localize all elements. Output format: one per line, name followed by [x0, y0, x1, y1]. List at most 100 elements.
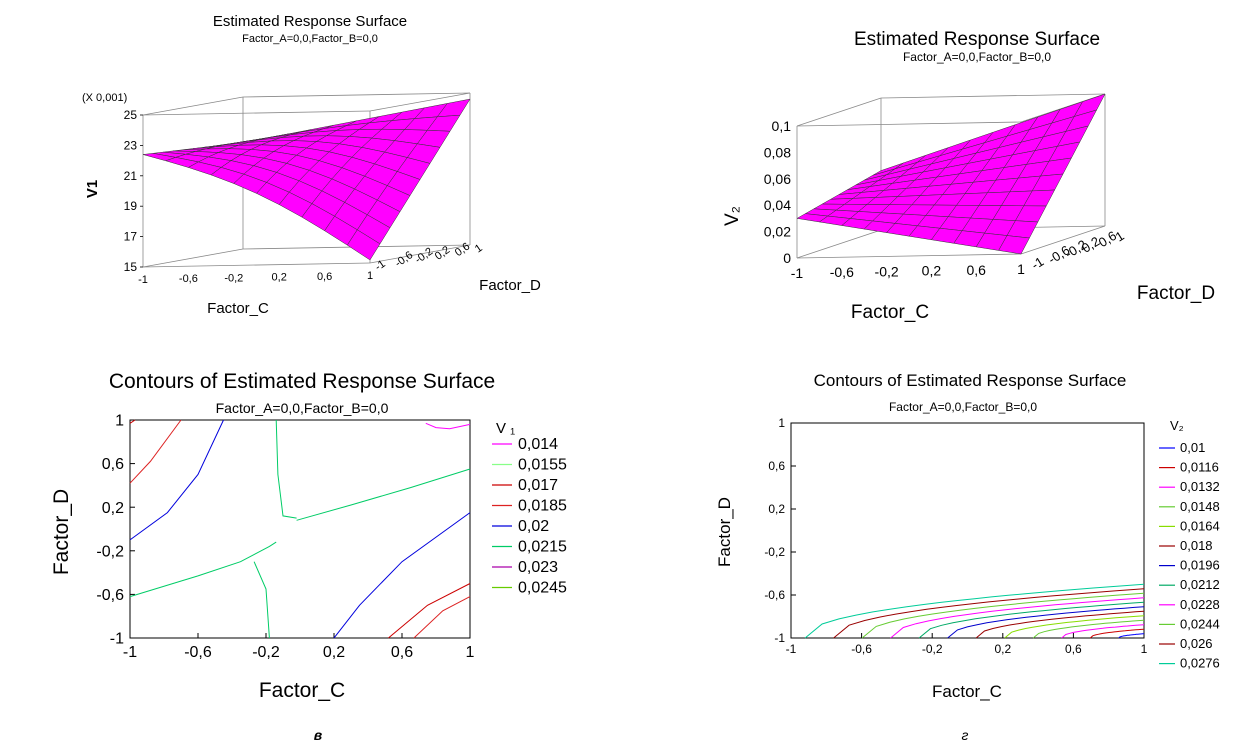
- chart-subtitle: Factor_A=0,0,Factor_B=0,0: [242, 33, 378, 45]
- x-tick-label: 1: [466, 644, 475, 661]
- surface-patch: [998, 235, 1030, 255]
- chart-title: Contours of Estimated Response Surface: [109, 370, 495, 393]
- x-tick-label: 0,2: [272, 272, 287, 284]
- x-tick-label: 1: [1141, 642, 1148, 656]
- y-axis-label: Factor_D: [715, 497, 734, 567]
- legend-title: V ₁: [496, 420, 515, 437]
- x-tick-label: 0,2: [994, 642, 1011, 656]
- x-tick-label: 0,6: [966, 262, 986, 278]
- chart-title: Estimated Response Surface: [854, 29, 1100, 50]
- legend-label: 0,0244: [1180, 616, 1220, 631]
- z-tick-label: 25: [124, 108, 138, 122]
- legend-label: 0,026: [1180, 636, 1213, 651]
- chart-subtitle: Factor_A=0,0,Factor_B=0,0: [216, 400, 389, 416]
- x-tick-label: 1: [367, 270, 373, 282]
- x-axis-label: Factor_C: [851, 302, 929, 323]
- y-tick-label: -0,6: [393, 249, 415, 270]
- legend-label: 0,01: [1180, 440, 1205, 455]
- contour-line: [1089, 628, 1145, 639]
- z-tick-label: 0,04: [764, 197, 791, 213]
- box-edge: [796, 121, 1022, 127]
- legend-label: 0,0245: [518, 580, 567, 597]
- x-tick-label: 0,6: [317, 271, 332, 283]
- z-tick-label: 21: [124, 169, 138, 183]
- legend-label: 0,0215: [518, 539, 567, 556]
- x-tick-label: -0,6: [184, 644, 212, 661]
- x-axis-label: Factor_C: [259, 679, 345, 702]
- legend-label: 0,023: [518, 559, 558, 576]
- panel-label-v: в: [314, 727, 323, 743]
- plot-frame: [129, 419, 471, 639]
- z-tick-label: 17: [124, 230, 138, 244]
- y-tick-label: 1: [115, 413, 124, 430]
- y-axis-label: Factor_D: [479, 277, 541, 294]
- y-tick-label: 0,2: [768, 502, 785, 516]
- legend-label: 0,02: [518, 518, 549, 535]
- contour-line: [413, 596, 471, 639]
- contour-line: [425, 422, 471, 430]
- panel-label-g: г: [962, 727, 969, 743]
- contour-v2-group: -1 -0,6 -0,2 0,2 0,6 1 -1 -0,6 -0,2 0,2 0,6 1 0,01 0,…: [764, 416, 1219, 670]
- legend-label: 0,018: [1180, 538, 1213, 553]
- contour-line: [1061, 624, 1145, 639]
- x-tick-label: -1: [123, 644, 137, 661]
- contour-plot-v1: Contours of Estimated Response Surface F…: [50, 370, 567, 702]
- contour-line: [833, 588, 1145, 639]
- x-tick-label: 0,2: [323, 644, 345, 661]
- x-axis-label: Factor_C: [207, 300, 269, 317]
- x-axis-label: Factor_C: [932, 682, 1002, 701]
- z-tick-label: 19: [124, 199, 138, 213]
- box-edge: [142, 96, 244, 116]
- box-edge: [369, 244, 471, 264]
- x-tick-label: -1: [786, 642, 797, 656]
- contour-line: [129, 419, 182, 484]
- contour-line: [129, 419, 224, 541]
- box-edge: [880, 93, 1106, 99]
- contour-line: [296, 468, 471, 521]
- z-tick-label: 23: [124, 138, 138, 152]
- contour-line: [1032, 619, 1145, 639]
- z-tick-label: 15: [124, 260, 138, 274]
- plot-frame: [790, 422, 1145, 639]
- contour-line: [861, 592, 1145, 639]
- surface-patch: [346, 229, 381, 261]
- y-tick-label: -1: [1029, 254, 1047, 273]
- box-edge: [1020, 225, 1106, 255]
- y-tick-label: 1: [778, 416, 785, 430]
- contour-line: [388, 583, 471, 639]
- contour-v1-group: -1 -0,6 -0,2 0,2 0,6 1 -1 -0,6 -0,2 0,2 0,6 1 0,014 0…: [96, 413, 567, 661]
- contour-line: [975, 610, 1145, 639]
- surface-v2-group: 00,020,040,060,080,1-1 -0,6 -0,2 0,2 0,6 1 -1-…: [764, 93, 1127, 281]
- legend-label: 0,017: [518, 477, 558, 494]
- box-edge: [796, 97, 882, 127]
- x-tick-label: -1: [791, 265, 804, 281]
- z-tick-label: 0,1: [772, 118, 792, 134]
- contour-line: [918, 601, 1145, 639]
- x-tick-label: 0,2: [922, 263, 942, 279]
- box-edge: [142, 110, 371, 116]
- box-edge: [796, 229, 882, 259]
- z-tick-label: 0,08: [764, 144, 791, 160]
- x-tick-label: 0,6: [1065, 642, 1082, 656]
- box-edge: [142, 262, 371, 268]
- chart-subtitle: Factor_A=0,0,Factor_B=0,0: [903, 50, 1051, 64]
- z-axis-label: V₂: [722, 206, 743, 226]
- z-multiplier: (X 0,001): [82, 92, 127, 104]
- x-tick-label: -0,2: [252, 644, 280, 661]
- y-tick-label: -1: [774, 631, 785, 645]
- contour-line: [1004, 615, 1145, 639]
- x-tick-label: -0,2: [224, 272, 243, 284]
- z-tick-label: 0,02: [764, 224, 791, 240]
- legend-label: 0,0164: [1180, 518, 1220, 533]
- contour-line: [333, 512, 471, 639]
- y-tick-label: -0,6: [96, 587, 124, 604]
- legend-label: 0,0212: [1180, 577, 1220, 592]
- x-tick-label: 0,6: [391, 644, 413, 661]
- contour-line: [947, 606, 1145, 639]
- y-tick-label: -0,2: [413, 246, 435, 267]
- chart-subtitle: Factor_A=0,0,Factor_B=0,0: [889, 400, 1037, 414]
- legend-label: 0,0185: [518, 498, 567, 515]
- box-edge: [142, 248, 244, 268]
